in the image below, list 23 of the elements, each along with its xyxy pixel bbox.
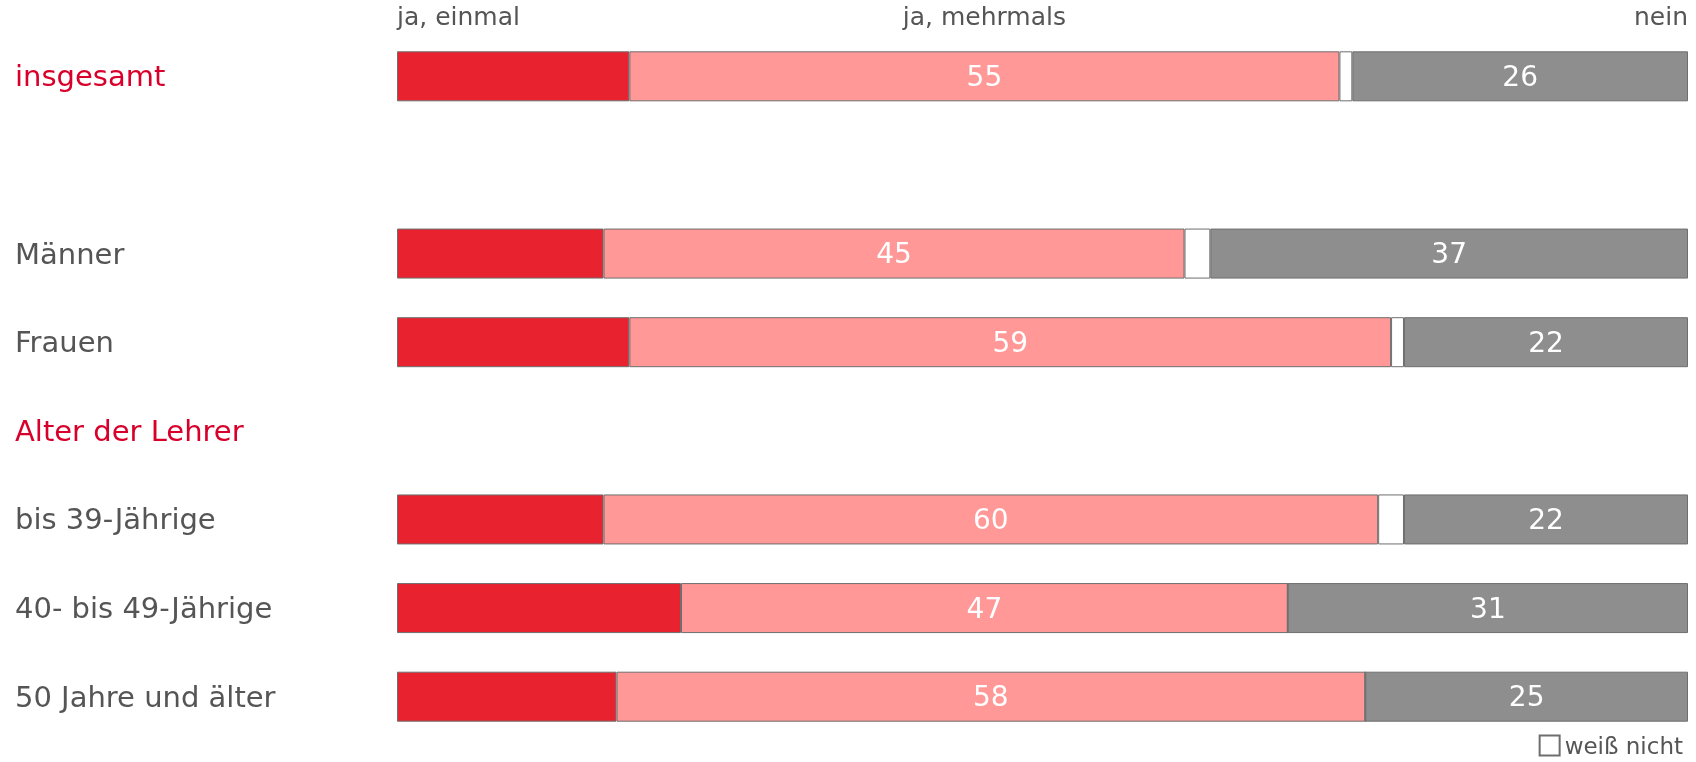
series-label: nein	[1633, 2, 1688, 31]
data-label: 47	[966, 591, 1003, 625]
y-tick-label: 40- bis 49-Jährige	[15, 591, 273, 626]
legend-label: weiß nicht	[1564, 732, 1683, 759]
series-label: ja, mehrmals	[901, 2, 1067, 31]
data-label: 31	[1470, 591, 1506, 625]
data-label: 55	[966, 59, 1003, 93]
y-tick-label: 50 Jahre und älter	[15, 679, 276, 714]
series-label: ja, einmal	[396, 2, 520, 31]
data-label: 37	[1431, 237, 1467, 271]
data-label: 45	[876, 237, 912, 271]
data-label: 60	[973, 502, 1009, 536]
y-tick-label: bis 39-Jährige	[15, 502, 216, 537]
data-label: 25	[1508, 680, 1545, 714]
data-label: 26	[1502, 59, 1538, 93]
y-tick-label: Männer	[15, 236, 125, 271]
y-tick-label: Alter der Lehrer	[15, 413, 244, 448]
data-label: 59	[992, 325, 1029, 359]
data-label: 22	[1528, 502, 1564, 536]
data-label: 58	[973, 680, 1009, 714]
data-label: 22	[1528, 325, 1564, 359]
y-tick-label: insgesamt	[15, 59, 166, 94]
y-tick-label: Frauen	[15, 325, 114, 360]
